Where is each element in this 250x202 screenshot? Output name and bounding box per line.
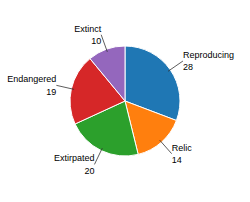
labels: Reproducing 28 Relic 14 Extirpated 20 Endanger…: [7, 24, 234, 176]
leader-line: [94, 148, 102, 164]
pie: Reproducing 28 Relic 14 Extirpated 20 Endanger…: [7, 24, 234, 176]
data-label: 19: [46, 87, 56, 97]
data-label: 28: [183, 62, 193, 72]
leader-line: [168, 61, 183, 71]
slice-label: Endangered: [7, 74, 56, 84]
leader-line: [101, 35, 107, 52]
slice-label: Extirpated: [54, 153, 95, 163]
chart: Reproducing 28 Relic 14 Extirpated 20 Endanger…: [0, 0, 250, 202]
data-label: 10: [91, 36, 101, 46]
slice-label: Reproducing: [183, 50, 234, 60]
data-label: 14: [172, 155, 182, 165]
leader-line: [160, 140, 172, 154]
slices: [70, 46, 180, 156]
leader-line: [56, 85, 74, 89]
slice: [90, 46, 125, 101]
slice-label: Extinct: [74, 24, 102, 34]
slice-label: Relic: [172, 143, 193, 153]
data-label: 20: [84, 166, 94, 176]
